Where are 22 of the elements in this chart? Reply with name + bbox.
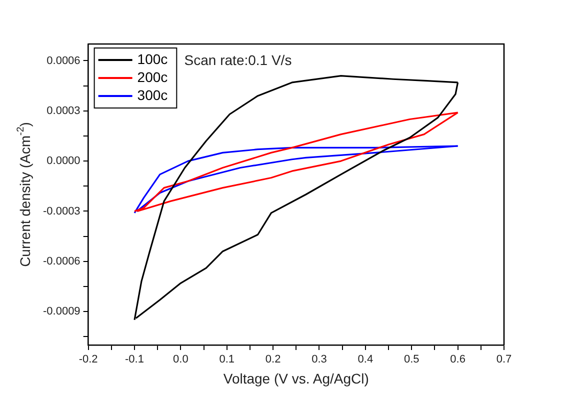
y-tick-label: 0.0000 xyxy=(46,155,80,168)
x-tick-label: 0.4 xyxy=(358,354,374,366)
y-tick-label: -0.0009 xyxy=(42,306,80,318)
y-axis-title: Current density (Acm-2) xyxy=(15,122,34,267)
legend-label: 200c xyxy=(137,68,168,85)
x-axis-title: Voltage (V vs. Ag/AgCl) xyxy=(223,370,369,386)
x-tick-label: -0.2 xyxy=(78,354,98,366)
y-tick-label: -0.0003 xyxy=(42,205,80,218)
x-tick-label: 0.1 xyxy=(219,354,235,366)
legend-label: 100c xyxy=(137,50,168,67)
x-tick-label: -0.1 xyxy=(125,354,144,366)
y-tick-label: 0.0006 xyxy=(46,54,80,67)
x-tick-label: 0.7 xyxy=(496,354,512,366)
x-tick-label: 0.6 xyxy=(450,354,466,366)
x-tick-label: 0.2 xyxy=(265,354,281,366)
y-tick-label: -0.0006 xyxy=(42,255,80,268)
x-tick-label: 0.3 xyxy=(312,354,327,366)
x-tick-label: 0.5 xyxy=(404,354,420,366)
y-tick-label: 0.0003 xyxy=(46,104,80,117)
x-tick-label: 0.0 xyxy=(173,354,188,366)
annotation: Scan rate:0.1 V/s xyxy=(184,52,292,68)
legend-label: 300c xyxy=(137,86,168,103)
